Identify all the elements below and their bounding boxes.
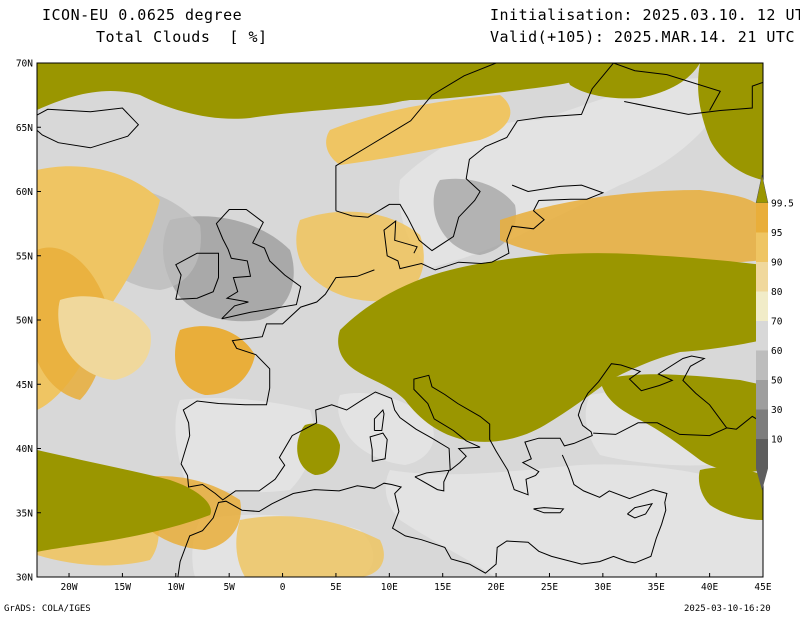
lon-tick-label: 25E (541, 582, 558, 593)
colorbar-label: 80 (771, 287, 783, 298)
orange-band-baltic-east (500, 190, 763, 265)
coastline-finland-russia-coast (383, 184, 605, 271)
coastline-cyprus (627, 503, 654, 519)
overcast-northeast (698, 63, 763, 180)
init-time: Initialisation: 2025.03.10. 12 UTC (490, 6, 800, 24)
light-yellow-swirl (58, 296, 151, 380)
colorbar-segment (756, 291, 768, 321)
overcast-norwegian-sea (320, 63, 620, 102)
lat-tick-label: 55N (16, 251, 33, 262)
overcast-turkey (698, 467, 763, 520)
lat-tick-label: 45N (16, 380, 33, 391)
colorbar-segment (756, 380, 768, 410)
colorbar-label: 70 (771, 317, 783, 328)
latitude-axis: 70N 65N 60N 55N 50N 45N 40N 35N 30N (16, 59, 41, 584)
colorbar-label: 30 (771, 405, 783, 416)
lon-tick-label: 45E (754, 582, 771, 593)
colorbar-label: 50 (771, 376, 783, 387)
coastline-white-sea (624, 81, 763, 115)
coastline-caspian-caucasus (726, 415, 763, 436)
coastline-sardinia (369, 432, 388, 462)
lon-tick-label: 5E (330, 582, 342, 593)
lon-tick-label: 40E (701, 582, 718, 593)
colorbar-label: 99.5 (771, 199, 794, 210)
coastline-ireland (175, 252, 219, 300)
coastline-sicily (414, 469, 450, 492)
clear-sky-italy (337, 392, 434, 465)
lon-tick-label: 15W (114, 582, 131, 593)
lon-tick-label: 10E (381, 582, 398, 593)
coastline-corsica (373, 409, 385, 431)
colorbar-segment (756, 350, 768, 380)
colorbar-label: 90 (771, 258, 783, 269)
lon-tick-label: 20E (488, 582, 505, 593)
valid-time: Valid(+105): 2025.MAR.14. 21 UTC (490, 28, 795, 46)
clear-sky-iberia-north (175, 398, 314, 493)
coastline-crete (533, 507, 565, 514)
cloud-field (37, 63, 763, 577)
footer-timestamp: 2025-03-10-16:20 (684, 604, 771, 614)
colorbar-segment (756, 409, 768, 439)
lat-tick-label: 60N (16, 187, 33, 198)
overcast-sardinia (297, 423, 340, 475)
lon-tick-label: 10W (167, 582, 184, 593)
lat-tick-label: 35N (16, 508, 33, 519)
yellow-band-central (296, 211, 424, 302)
lat-tick-label: 30N (16, 573, 33, 584)
colorbar-segment (756, 321, 768, 351)
colorbar-segment (756, 439, 768, 469)
colorbar-segment (756, 262, 768, 292)
colorbar-segment (756, 203, 768, 233)
lon-tick-label: 35E (648, 582, 665, 593)
coastline-iceland (37, 107, 140, 149)
lon-tick-label: 5W (223, 582, 235, 593)
clear-sky-mediterranean (385, 464, 763, 577)
grey-band-baltic (433, 178, 516, 255)
longitude-axis: 20W 15W 10W 5W 0 5E 10E 15E 20E 25E 30E 35E 40E 45E (60, 573, 772, 593)
colorbar-label: 95 (771, 228, 782, 239)
yellow-band-algeria (236, 516, 384, 577)
lat-tick-label: 70N (16, 59, 33, 70)
overcast-iberia-west (37, 450, 211, 552)
footer-credit: GrADS: COLA/IGES (4, 604, 91, 614)
yellow-band-north-scandinavia (326, 95, 511, 165)
colorbar-label: 10 (771, 435, 783, 446)
orange-band-bay-biscay (175, 326, 255, 395)
lon-tick-label: 20W (60, 582, 77, 593)
lon-tick-label: 30E (594, 582, 611, 593)
lat-tick-label: 40N (16, 444, 33, 455)
coastline-scandinavia (335, 63, 615, 252)
colorbar-arrow-bottom (756, 468, 768, 491)
variable-title: Total Clouds [ %] (96, 28, 268, 46)
lat-tick-label: 50N (16, 316, 33, 327)
colorbar-segment (756, 232, 768, 262)
coastline-north-sea-coast (180, 269, 728, 501)
coastline-anatolia-south (177, 454, 668, 577)
coastlines (37, 63, 763, 577)
model-title: ICON-EU 0.0625 degree (42, 6, 243, 24)
colorbar-label: 60 (771, 346, 783, 357)
lon-tick-label: 0 (280, 582, 286, 593)
overcast-east (600, 374, 763, 472)
coastline-great-britain (215, 209, 302, 320)
lat-tick-label: 65N (16, 123, 33, 134)
lon-tick-label: 15E (434, 582, 451, 593)
overcast-barents (560, 63, 700, 99)
colorbar: 99.5 95 90 80 70 60 50 30 10 (755, 174, 794, 491)
coastline-kola (613, 63, 722, 111)
